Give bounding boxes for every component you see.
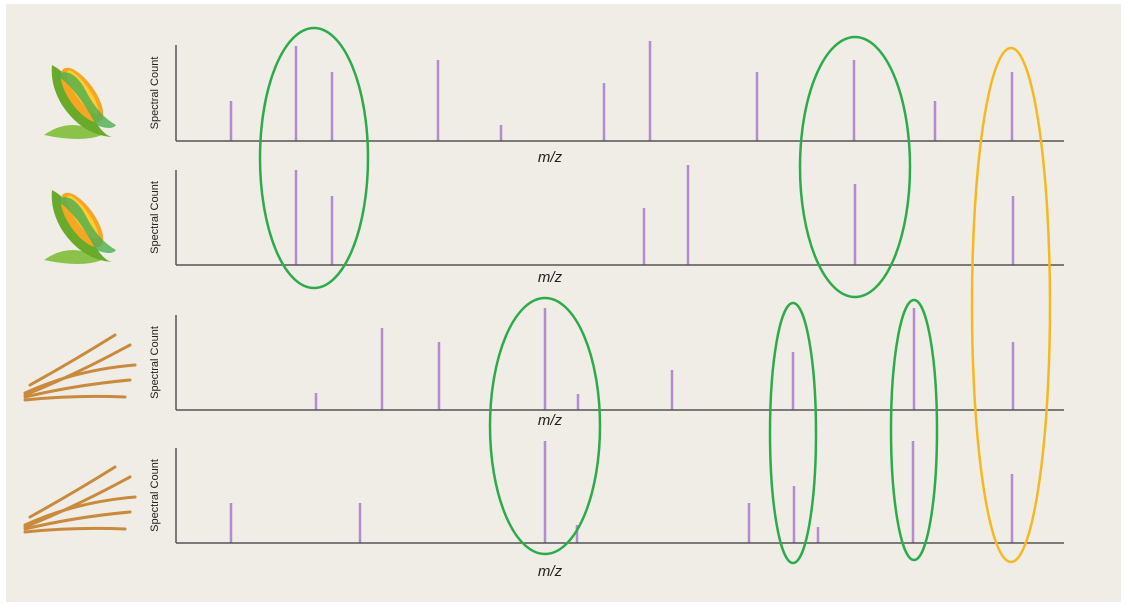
y-axis-label: Spectral Count [149,459,161,532]
y-axis-label: Spectral Count [149,181,161,254]
diagram: Spectral Count m/z Spectral Count m/z Spectr… [0,0,1127,606]
x-axis-label: m/z [538,563,563,580]
page: Spectral Count m/z Spectral Count m/z Spectr… [0,0,1127,606]
x-axis-label: m/z [538,269,563,286]
y-axis-label: Spectral Count [149,326,161,399]
background [6,4,1121,602]
x-axis-label: m/z [538,149,563,166]
x-axis-label: m/z [538,412,563,429]
y-axis-label: Spectral Count [149,57,161,130]
